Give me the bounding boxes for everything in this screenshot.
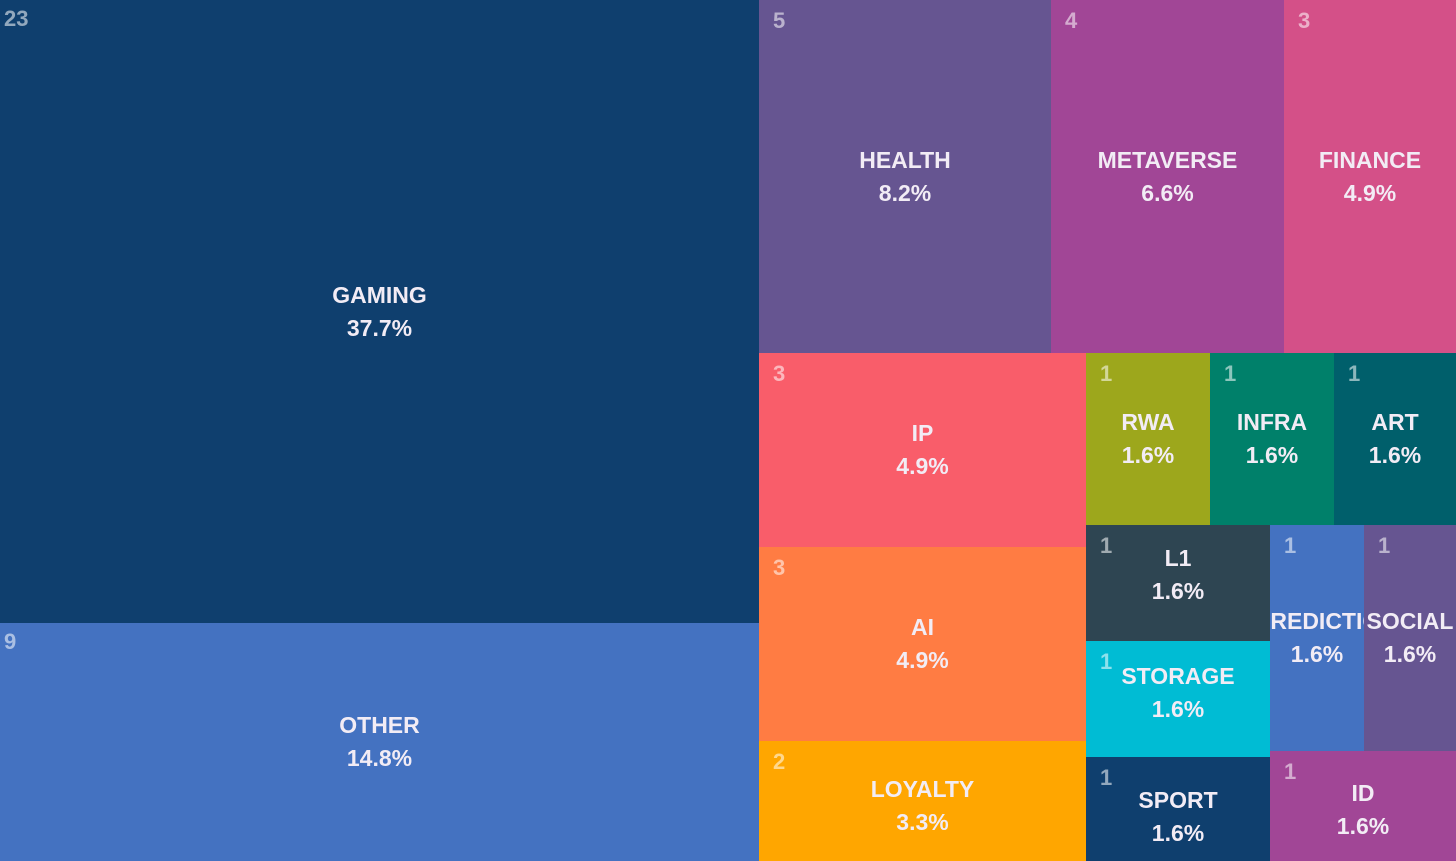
tile-count: 3	[773, 555, 786, 580]
treemap-tile-finance: 3 FINANCE 4.9%	[1284, 0, 1456, 353]
tile-label-group: INFRA 1.6%	[1237, 406, 1307, 472]
tile-percent: 14.8%	[346, 745, 413, 771]
tile-label-group: STORAGE 1.6%	[1121, 660, 1234, 726]
treemap-tile-other: 9 OTHER 14.8%	[0, 623, 759, 861]
tile-count: 23	[4, 6, 29, 31]
tile-label: OTHER	[339, 712, 420, 738]
tile-count: 1	[1284, 533, 1297, 558]
tile-label: STORAGE	[1121, 663, 1235, 689]
tile-label-group: SOCIAL 1.6%	[1367, 605, 1454, 671]
tile-label-group: SPORT 1.6%	[1138, 784, 1217, 850]
tile-label-group: OTHER 14.8%	[339, 709, 420, 775]
tile-label: LOYALTY	[870, 776, 975, 802]
treemap-tile-id: 1 ID 1.6%	[1270, 751, 1456, 861]
tile-label-group: PREDICTIC 1.6%	[1270, 605, 1364, 671]
tile-percent: 1.6%	[1151, 820, 1205, 846]
tile-count: 1	[1100, 361, 1113, 386]
tile-label-group: IP 4.9%	[896, 417, 948, 483]
treemap-tile-metaverse: 4 METAVERSE 6.6%	[1051, 0, 1284, 353]
tile-label: PREDICTIC	[1270, 608, 1364, 634]
tile-percent: 6.6%	[1141, 179, 1194, 206]
tile-label-group: ID 1.6%	[1337, 777, 1389, 843]
tile-percent: 1.6%	[1368, 442, 1422, 468]
tile-label: ART	[1371, 409, 1419, 435]
tile-label-group: RWA 1.6%	[1121, 406, 1174, 472]
treemap-tile-ai: 3 AI 4.9%	[759, 547, 1086, 741]
tile-label-group: LOYALTY 3.3%	[871, 773, 975, 839]
tile-percent: 1.6%	[1245, 442, 1299, 468]
tile-count: 3	[773, 361, 786, 386]
tile-percent: 1.6%	[1121, 442, 1175, 468]
tile-label-group: GAMING 37.7%	[332, 279, 427, 345]
tile-count: 4	[1065, 8, 1078, 33]
tile-count: 1	[1224, 361, 1237, 386]
tile-percent: 1.6%	[1151, 578, 1205, 604]
tile-label: SPORT	[1138, 787, 1218, 813]
tile-label-group: METAVERSE 6.6%	[1098, 144, 1238, 210]
treemap-tile-predictic: 1 PREDICTIC 1.6%	[1270, 525, 1364, 751]
tile-label: IP	[911, 420, 934, 446]
treemap-tile-l1: 1 L1 1.6%	[1086, 525, 1270, 641]
tile-label-group: FINANCE 4.9%	[1319, 144, 1421, 210]
tile-label: METAVERSE	[1097, 146, 1238, 173]
tile-percent: 37.7%	[346, 314, 413, 341]
tile-label: ID	[1351, 780, 1375, 806]
tile-count: 1	[1348, 361, 1361, 386]
treemap-tile-ip: 3 IP 4.9%	[759, 353, 1086, 547]
treemap-tile-storage: 1 STORAGE 1.6%	[1086, 641, 1270, 757]
tile-percent: 8.2%	[878, 179, 932, 206]
tile-percent: 4.9%	[896, 453, 949, 479]
tile-percent: 1.6%	[1290, 641, 1344, 667]
tile-label-group: AI 4.9%	[896, 611, 948, 677]
tile-count: 1	[1378, 533, 1391, 558]
treemap-tile-sport: 1 SPORT 1.6%	[1086, 757, 1270, 861]
treemap-tile-loyalty: 2 LOYALTY 3.3%	[759, 741, 1086, 861]
tile-label: GAMING	[332, 281, 427, 308]
tile-label: AI	[911, 614, 934, 640]
treemap-tile-social: 1 SOCIAL 1.6%	[1364, 525, 1456, 751]
tile-percent: 1.6%	[1151, 696, 1205, 722]
tile-count: 3	[1298, 8, 1311, 33]
tile-count: 1	[1100, 533, 1113, 558]
treemap-tile-infra: 1 INFRA 1.6%	[1210, 353, 1334, 525]
treemap-tile-health: 5 HEALTH 8.2%	[759, 0, 1051, 353]
tile-label-group: L1 1.6%	[1152, 542, 1204, 608]
tile-label: HEALTH	[859, 146, 951, 173]
tile-percent: 1.6%	[1336, 813, 1390, 839]
tile-label: INFRA	[1236, 409, 1308, 435]
treemap-tile-rwa: 1 RWA 1.6%	[1086, 353, 1210, 525]
tile-count: 1	[1100, 765, 1113, 790]
tile-percent: 4.9%	[1343, 179, 1397, 206]
treemap-tile-gaming: 23 GAMING 37.7%	[0, 0, 759, 623]
tile-label: SOCIAL	[1366, 608, 1454, 634]
tile-label: FINANCE	[1318, 146, 1422, 173]
tile-percent: 3.3%	[896, 809, 949, 835]
tile-percent: 1.6%	[1383, 641, 1437, 667]
tile-count: 9	[4, 629, 17, 654]
tile-count: 5	[773, 8, 786, 33]
treemap-tile-art: 1 ART 1.6%	[1334, 353, 1456, 525]
tile-count: 2	[773, 749, 786, 774]
tile-count: 1	[1284, 759, 1297, 784]
tile-label: RWA	[1121, 409, 1175, 435]
tile-percent: 4.9%	[896, 647, 949, 673]
tile-count: 1	[1100, 649, 1113, 674]
tile-label-group: HEALTH 8.2%	[859, 144, 951, 210]
tile-label-group: ART 1.6%	[1369, 406, 1421, 472]
tile-label: L1	[1164, 545, 1192, 571]
